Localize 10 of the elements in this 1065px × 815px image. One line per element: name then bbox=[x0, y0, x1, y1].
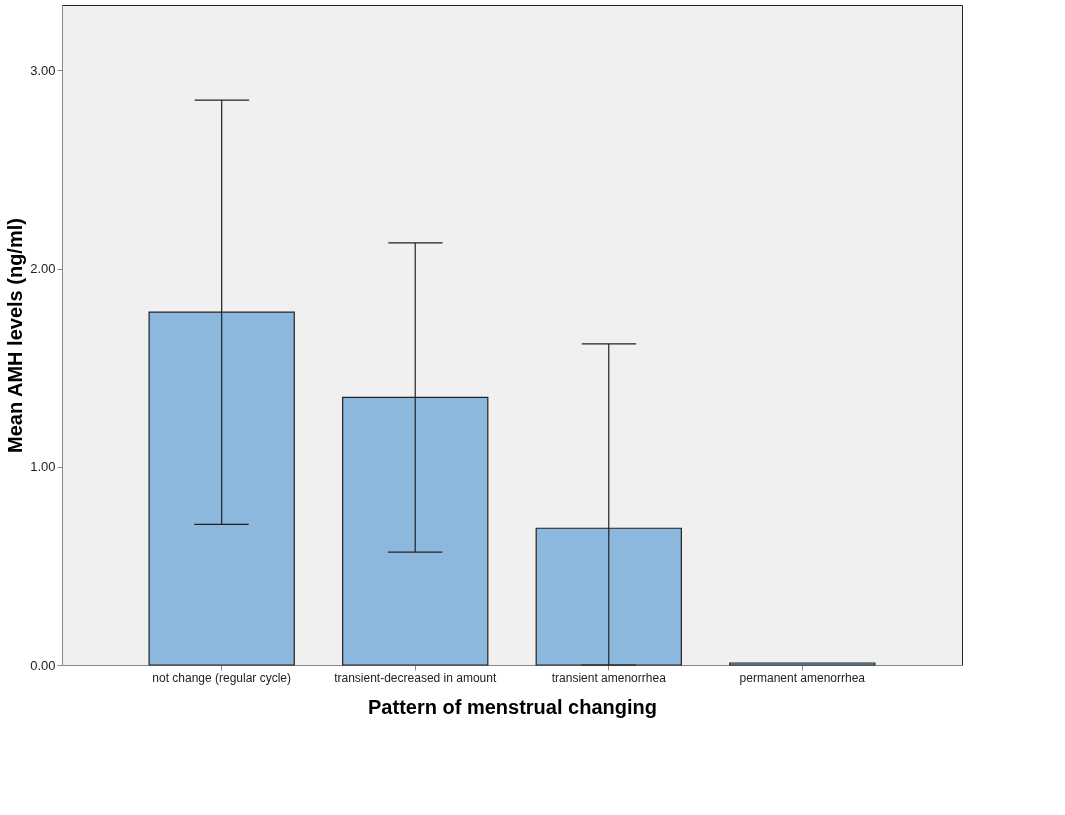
y-tick-label: 1.00 bbox=[30, 459, 56, 475]
x-tick-label: transient amenorrhea bbox=[551, 670, 667, 685]
x-tick-label: transient-decreased in amount bbox=[334, 670, 497, 685]
y-axis-title: Mean AMH levels (ng/ml) bbox=[4, 218, 27, 453]
x-tick-label: permanent amenorrhea bbox=[739, 670, 866, 685]
x-axis-title: Pattern of menstrual changing bbox=[368, 695, 657, 718]
y-tick-label: 3.00 bbox=[30, 62, 56, 78]
y-tick-label: 2.00 bbox=[30, 261, 56, 277]
x-tick-label: not change (regular cycle) bbox=[152, 670, 292, 685]
y-tick-label: 0.00 bbox=[30, 657, 56, 673]
